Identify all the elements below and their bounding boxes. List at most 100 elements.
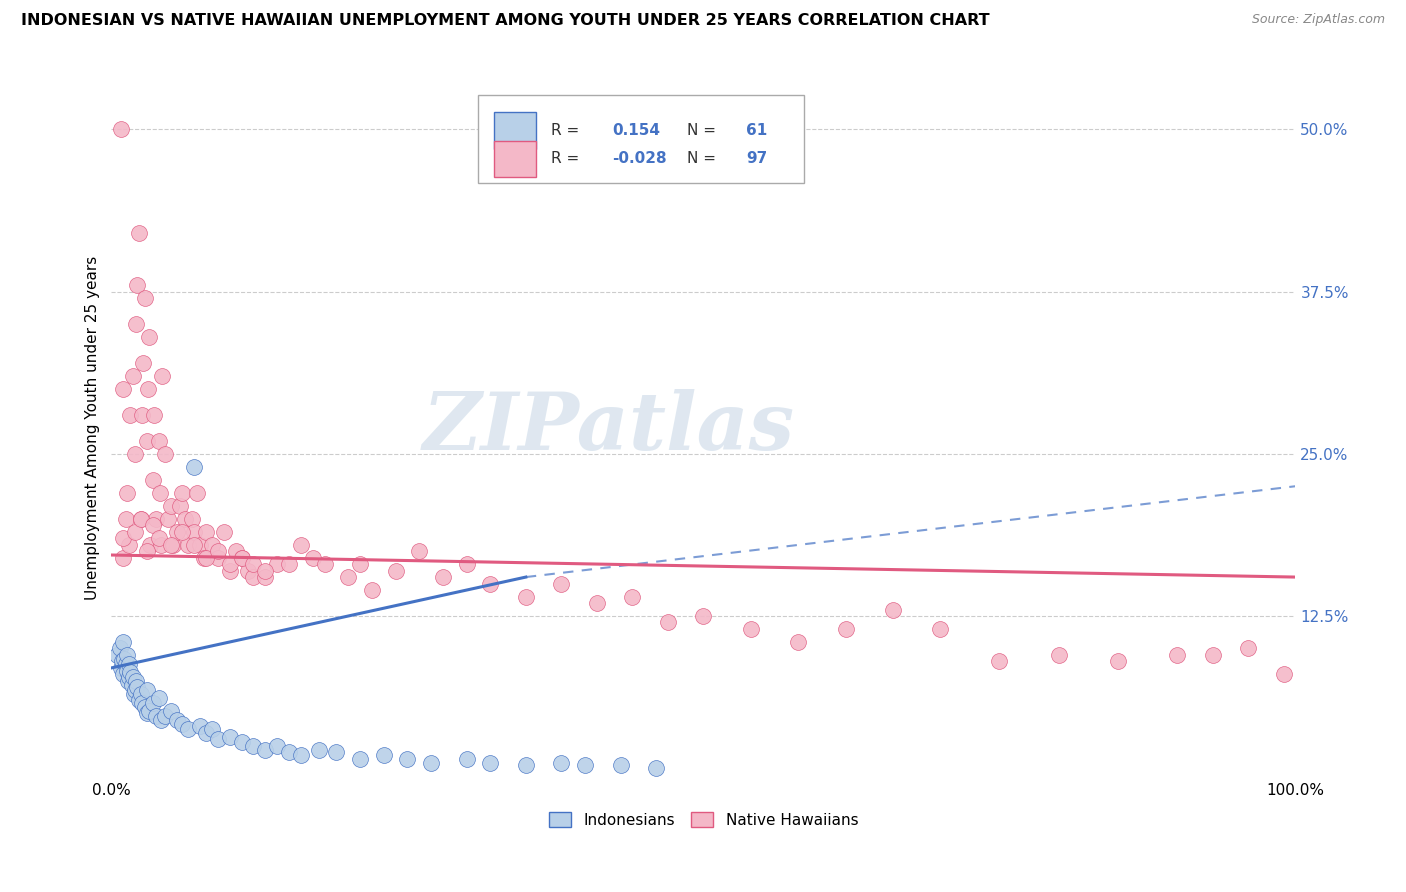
Text: R =: R = — [551, 152, 583, 167]
Point — [148, 531, 170, 545]
Point — [129, 511, 152, 525]
Point — [134, 291, 156, 305]
Text: Source: ZipAtlas.com: Source: ZipAtlas.com — [1251, 13, 1385, 27]
Point — [150, 368, 173, 383]
Point — [112, 531, 135, 545]
Point — [929, 622, 952, 636]
Point — [148, 434, 170, 448]
Point — [787, 635, 810, 649]
Point — [740, 622, 762, 636]
Point — [122, 687, 145, 701]
Point — [420, 756, 443, 770]
Point — [218, 557, 240, 571]
Point — [550, 576, 572, 591]
Point — [159, 704, 181, 718]
Point — [112, 382, 135, 396]
Point — [456, 557, 478, 571]
Point — [166, 713, 188, 727]
Point — [114, 657, 136, 671]
Point — [408, 544, 430, 558]
Point — [120, 665, 142, 679]
Point — [139, 538, 162, 552]
Point — [349, 752, 371, 766]
Point — [125, 317, 148, 331]
Point — [142, 518, 165, 533]
Point — [254, 570, 277, 584]
Point — [153, 447, 176, 461]
Point — [159, 499, 181, 513]
Point — [1107, 655, 1129, 669]
Point — [254, 564, 277, 578]
Point — [117, 673, 139, 688]
Point — [266, 557, 288, 571]
Point — [242, 739, 264, 753]
Point — [384, 564, 406, 578]
Point — [195, 550, 218, 565]
Text: R =: R = — [551, 123, 583, 138]
Point — [150, 713, 173, 727]
Point — [143, 408, 166, 422]
Point — [105, 648, 128, 662]
Point — [301, 550, 323, 565]
Legend: Indonesians, Native Hawaiians: Indonesians, Native Hawaiians — [543, 805, 865, 834]
Point — [127, 681, 149, 695]
Point — [479, 756, 502, 770]
Point — [114, 652, 136, 666]
Point — [145, 511, 167, 525]
Point — [142, 696, 165, 710]
Point — [149, 485, 172, 500]
Point — [692, 609, 714, 624]
Point — [1166, 648, 1188, 662]
Point — [254, 742, 277, 756]
Point — [181, 511, 204, 525]
Point — [349, 557, 371, 571]
Point — [225, 544, 247, 558]
Point — [308, 742, 330, 756]
Point — [136, 544, 159, 558]
Point — [132, 356, 155, 370]
Text: 61: 61 — [747, 123, 768, 138]
FancyBboxPatch shape — [494, 141, 537, 178]
Point — [212, 524, 235, 539]
Point — [150, 538, 173, 552]
Point — [657, 615, 679, 630]
Point — [172, 716, 194, 731]
Point — [124, 683, 146, 698]
Point — [432, 570, 454, 584]
Point — [278, 745, 301, 759]
Point — [621, 590, 644, 604]
Point — [120, 408, 142, 422]
Point — [153, 709, 176, 723]
Point — [325, 745, 347, 759]
Point — [129, 511, 152, 525]
Point — [1272, 667, 1295, 681]
Text: ZIPatlas: ZIPatlas — [423, 389, 794, 467]
Text: 97: 97 — [747, 152, 768, 167]
Point — [115, 664, 138, 678]
Point — [218, 730, 240, 744]
Point — [278, 557, 301, 571]
Point — [177, 538, 200, 552]
Point — [110, 122, 132, 136]
Point — [142, 473, 165, 487]
Point — [138, 330, 160, 344]
Point — [121, 368, 143, 383]
Point — [121, 670, 143, 684]
Point — [118, 538, 141, 552]
Text: N =: N = — [688, 152, 721, 167]
Point — [125, 673, 148, 688]
Point — [136, 434, 159, 448]
FancyBboxPatch shape — [494, 112, 537, 149]
Point — [183, 459, 205, 474]
Point — [195, 726, 218, 740]
Point — [172, 524, 194, 539]
Point — [172, 485, 194, 500]
Point — [195, 524, 218, 539]
Point — [121, 678, 143, 692]
Point — [188, 538, 211, 552]
Text: N =: N = — [688, 123, 721, 138]
Point — [242, 570, 264, 584]
Point — [118, 670, 141, 684]
Point — [124, 447, 146, 461]
Point — [207, 732, 229, 747]
